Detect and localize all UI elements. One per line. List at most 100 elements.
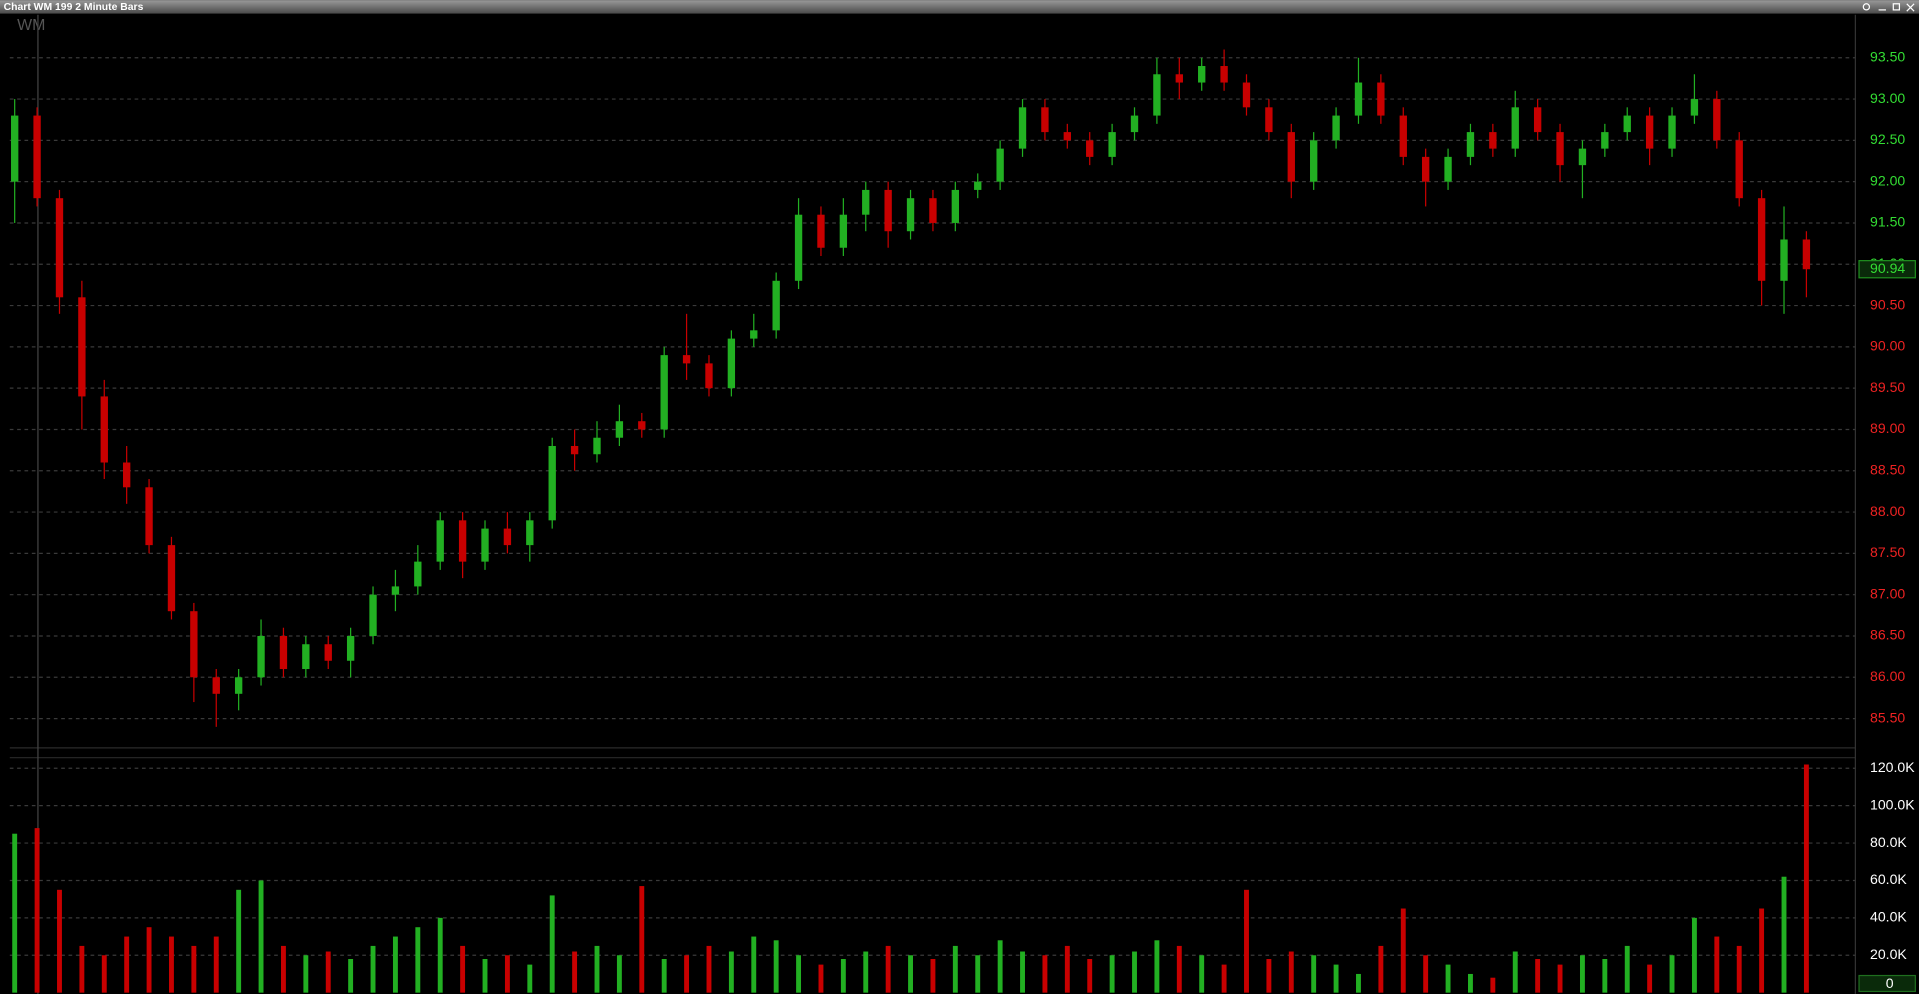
volume-bar xyxy=(504,955,510,993)
volume-bar xyxy=(1064,945,1070,993)
volume-bar xyxy=(1154,940,1160,993)
candle-body xyxy=(1198,66,1206,83)
candle-body xyxy=(33,115,41,199)
volume-bar xyxy=(1445,964,1451,993)
candle-body xyxy=(1466,132,1475,157)
volume-bar xyxy=(482,958,488,993)
volume-bar xyxy=(773,940,779,993)
candle-body xyxy=(526,520,534,546)
candle-body xyxy=(1041,107,1049,133)
candle-body xyxy=(996,148,1004,182)
volume-tick-label: 40.0K xyxy=(1870,909,1907,925)
y-tick-label: 90.00 xyxy=(1870,338,1905,354)
candle-body xyxy=(1377,82,1385,116)
volume-bar xyxy=(863,951,869,993)
y-tick-label: 93.50 xyxy=(1870,48,1905,64)
candle-body xyxy=(78,297,86,397)
candle-body xyxy=(727,338,736,389)
candle-body xyxy=(615,421,624,438)
y-tick-label: 92.50 xyxy=(1870,131,1905,147)
candle-body xyxy=(1220,66,1228,83)
volume-bar xyxy=(1378,945,1384,993)
volume-bar xyxy=(1333,964,1339,993)
volume-tick-label: 80.0K xyxy=(1870,834,1907,850)
candle-body xyxy=(190,611,198,678)
candle-body xyxy=(570,445,579,455)
volume-bar xyxy=(1199,955,1205,993)
y-tick-label: 90.50 xyxy=(1870,296,1905,312)
volume-bar xyxy=(415,927,421,993)
volume-bar xyxy=(527,964,533,993)
settings-button[interactable] xyxy=(1862,3,1871,11)
volume-bar xyxy=(1176,945,1182,993)
candle-body xyxy=(503,528,512,546)
volume-bar xyxy=(236,889,242,993)
volume-bar xyxy=(908,955,913,993)
volume-zero-box xyxy=(1858,974,1916,993)
candle-body xyxy=(1802,239,1811,270)
volume-bar xyxy=(12,833,18,993)
volume-bar xyxy=(1714,936,1720,993)
y-tick-label: 93.00 xyxy=(1870,90,1905,106)
volume-bar xyxy=(818,964,824,993)
volume-bar xyxy=(572,951,578,993)
window-controls[interactable] xyxy=(1862,3,1915,12)
volume-bar xyxy=(751,936,757,993)
volume-bar xyxy=(1132,951,1137,993)
y-tick-label: 86.50 xyxy=(1870,627,1905,643)
volume-bar xyxy=(1221,964,1227,993)
volume-bar xyxy=(952,945,958,993)
volume-bar xyxy=(1557,964,1563,993)
candle-body xyxy=(817,214,825,248)
volume-bar xyxy=(661,958,667,993)
volume-bar xyxy=(1400,908,1406,993)
candle-body xyxy=(1018,107,1027,149)
current-price-box xyxy=(1858,260,1916,279)
candle-body xyxy=(122,462,131,488)
candle-body xyxy=(1153,74,1161,116)
current-price-label: 90.94 xyxy=(1870,260,1905,276)
candle-body xyxy=(794,214,803,281)
volume-bar xyxy=(1759,908,1765,993)
volume-tick-label: 100.0K xyxy=(1870,796,1915,812)
maximize-button[interactable] xyxy=(1892,3,1901,11)
volume-bar xyxy=(1356,973,1361,993)
volume-tick-label: 0 xyxy=(1886,975,1894,991)
candle-body xyxy=(1489,132,1497,149)
candle-body xyxy=(279,635,288,670)
volume-bar xyxy=(796,955,802,993)
y-tick-label: 91.50 xyxy=(1870,214,1905,230)
volume-bar xyxy=(1311,955,1317,993)
volume-bar xyxy=(1736,945,1742,993)
y-tick-label: 88.00 xyxy=(1870,503,1905,519)
candle-body xyxy=(682,355,691,364)
volume-bar xyxy=(169,936,174,993)
window-title: Chart WM 199 2 Minute Bars xyxy=(4,2,144,13)
candle-body xyxy=(1108,132,1116,157)
candle-body xyxy=(436,520,444,562)
volume-bar xyxy=(1087,958,1093,993)
volume-bar xyxy=(325,951,331,993)
y-tick-label: 89.50 xyxy=(1870,379,1905,395)
candle-body xyxy=(11,115,19,182)
volume-bar xyxy=(885,945,891,993)
candle-body xyxy=(1578,148,1587,166)
close-button[interactable] xyxy=(1906,3,1915,12)
volume-bar xyxy=(1490,977,1496,993)
volume-bar xyxy=(1512,951,1518,993)
volume-bar xyxy=(1266,958,1272,993)
volume-bar xyxy=(1244,889,1249,993)
candle-body xyxy=(1668,115,1676,149)
candle-body xyxy=(1444,156,1452,182)
volume-bar xyxy=(1691,917,1697,993)
volume-bar xyxy=(706,945,712,993)
y-tick-label: 92.00 xyxy=(1870,172,1905,188)
candle-body xyxy=(1735,140,1743,199)
volume-bar xyxy=(639,886,645,993)
volume-bar xyxy=(1781,876,1787,993)
candle-body xyxy=(1511,107,1519,149)
candle-body xyxy=(212,677,220,694)
